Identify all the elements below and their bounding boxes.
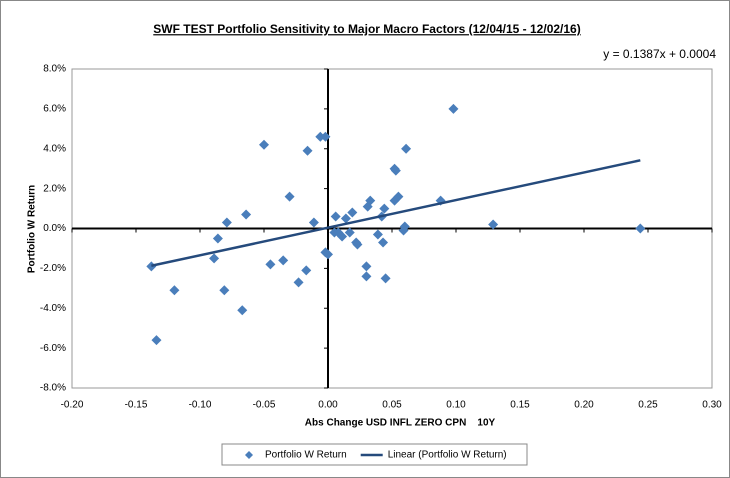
scatter-point [221,217,232,228]
scatter-point [361,261,372,272]
scatter-point [393,191,404,202]
y-tick-label: 0.0% [43,223,66,234]
scatter-point [320,131,331,142]
x-axis-title: Abs Change USD INFL ZERO CPN 10Y [305,418,496,429]
x-tick-label: 0.05 [382,400,402,411]
legend-label: Portfolio W Return [265,450,347,461]
x-tick-label: -0.05 [253,400,276,411]
scatter-point [323,249,333,260]
y-tick-label: 4.0% [43,143,66,154]
x-tick-label: 0.20 [574,400,594,411]
scatter-point [209,253,220,264]
scatter-point [212,233,223,244]
scatter-point [146,261,157,272]
legend-label: Linear (Portfolio W Return) [388,450,507,461]
scatter-point [380,273,391,284]
scatter-point [278,255,289,266]
scatter-point [488,219,499,230]
x-tick-label: 0.30 [702,400,722,411]
scatter-point [284,191,295,202]
y-tick-label: -6.0% [40,343,66,354]
y-tick-label: -8.0% [40,383,66,394]
scatter-point [635,223,646,234]
scatter-point [340,213,351,224]
scatter-point [219,285,230,296]
trendline-equation: y = 0.1387x + 0.0004 [603,47,716,61]
scatter-point [347,207,358,218]
scatter-point [169,285,180,296]
scatter-point [315,131,326,142]
scatter-point [390,165,401,176]
scatter-point [301,265,312,276]
scatter-point [302,145,313,156]
scatter-point [333,227,344,238]
x-tick-label: 0.00 [318,400,338,411]
y-axis-title: Portfolio W Return [27,185,38,273]
x-tick-label: 0.25 [638,400,658,411]
legend-marker [245,451,253,459]
scatter-point [265,259,276,270]
scatter-point [352,239,363,250]
y-tick-label: 2.0% [43,183,66,194]
scatter-point [344,227,355,238]
y-tick-label: -2.0% [40,263,66,274]
scatter-point [259,139,269,150]
scatter-point [379,203,390,214]
scatter-point [151,335,162,346]
y-tick-label: -4.0% [40,303,66,314]
scatter-point [378,237,389,248]
x-tick-label: -0.15 [125,400,148,411]
y-tick-label: 8.0% [43,64,66,75]
scatter-point [308,217,319,228]
x-tick-label: -0.20 [61,400,84,411]
y-tick-label: 6.0% [43,104,66,115]
scatter-point [330,211,341,222]
scatter-point [401,143,412,154]
x-tick-label: 0.15 [510,400,530,411]
scatter-point [293,277,304,288]
scatter-point [372,229,383,240]
scatter-point [365,195,376,206]
scatter-point [361,271,372,282]
x-tick-label: -0.10 [189,400,212,411]
scatter-point [241,209,252,220]
scatter-point [448,103,459,114]
chart-title: SWF TEST Portfolio Sensitivity to Major … [153,22,580,36]
scatter-point [237,305,248,316]
x-tick-label: 0.10 [446,400,466,411]
scatter-point [399,221,410,232]
trendline [151,159,641,268]
